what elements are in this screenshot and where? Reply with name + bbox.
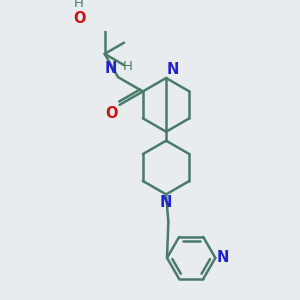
Text: N: N <box>167 62 179 77</box>
Text: N: N <box>160 195 172 210</box>
Text: H: H <box>74 0 84 10</box>
Text: N: N <box>105 61 117 76</box>
Text: N: N <box>216 250 229 266</box>
Text: O: O <box>73 11 86 26</box>
Text: O: O <box>105 106 118 121</box>
Text: H: H <box>122 60 132 73</box>
